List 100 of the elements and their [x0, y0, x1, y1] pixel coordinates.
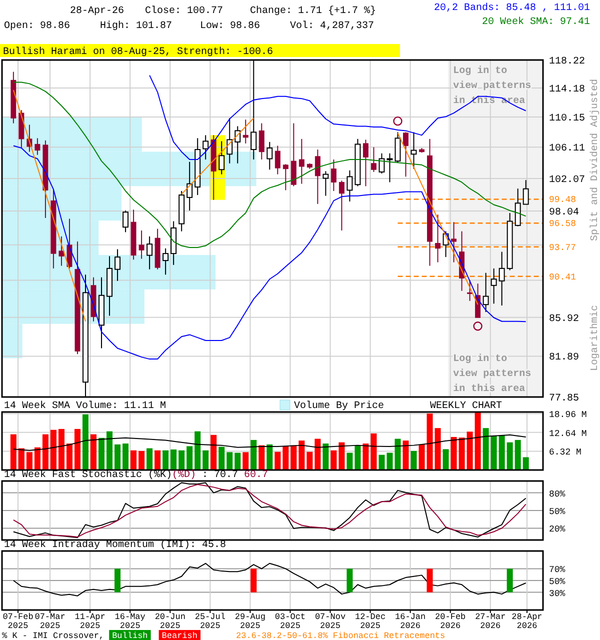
y-tick-label: 30%	[549, 588, 566, 599]
bar	[170, 449, 177, 470]
text: 23.6-38.2-50-61.8% Fibonacci Retracements	[236, 631, 446, 640]
text: Bearish	[162, 631, 198, 640]
series-label: (%K)	[148, 469, 172, 481]
candlestick	[386, 152, 393, 183]
bar	[338, 442, 345, 470]
y-tick-label: 18.96 M	[549, 410, 587, 420]
x-tick-label: 16-May 2025	[114, 612, 146, 631]
bar	[410, 450, 417, 470]
candlestick	[138, 230, 144, 260]
text: Change: 1.71 {+1.7 %}	[250, 5, 376, 17]
candlestick	[362, 139, 368, 187]
bar	[250, 440, 257, 470]
bar	[10, 434, 16, 470]
candlestick	[298, 138, 304, 184]
bar	[466, 432, 473, 470]
bar	[114, 444, 121, 470]
bar	[450, 436, 457, 470]
chart-title: 14 Week Intraday Momentum (IMI): 45.8	[4, 539, 226, 551]
candlestick	[482, 272, 489, 313]
bar	[322, 444, 329, 470]
candlestick	[467, 280, 473, 302]
bar	[138, 450, 145, 470]
bar	[218, 446, 225, 470]
y-tick-label: 102.07	[549, 174, 586, 186]
candlestick	[66, 218, 72, 269]
chart-title: 14 Week Fast Stochastic	[4, 469, 142, 481]
bar	[346, 452, 353, 470]
bar	[178, 450, 185, 470]
x-tick-label: 16-Jan 2026	[395, 612, 426, 631]
bar	[482, 428, 489, 470]
ref-line-label: 90.41	[549, 272, 576, 282]
x-tick-label: 28-Apr 2026	[512, 612, 542, 631]
x-tick-label: 11-Apr 2025	[74, 612, 106, 631]
candlestick	[314, 149, 320, 204]
bar	[522, 457, 529, 470]
bar	[186, 446, 193, 470]
candlestick	[122, 210, 129, 233]
x-tick-label: 20-Feb 2026	[435, 612, 466, 631]
text: 20 Week SMA: 97.41	[482, 16, 590, 28]
candlestick	[218, 140, 225, 175]
bar	[210, 434, 217, 470]
candlestick	[522, 180, 529, 205]
chart-title: 14 Week SMA Volume: 11.11 M	[4, 400, 166, 412]
text: Vol: 4,287,337	[290, 20, 374, 32]
ref-line-label: 93.77	[549, 242, 576, 253]
bar	[154, 450, 161, 470]
bar	[474, 412, 481, 470]
bar	[306, 452, 313, 470]
y-tick-label: 110.15	[549, 114, 586, 125]
candlestick	[274, 145, 280, 175]
y-tick-label: 77.85	[549, 394, 580, 404]
text: 28-Apr-26	[70, 6, 124, 17]
bar	[82, 414, 88, 470]
bar	[26, 452, 32, 470]
bar	[378, 454, 385, 470]
bar	[98, 438, 105, 470]
candlestick	[322, 170, 329, 196]
bar	[162, 450, 169, 470]
y-tick-label: 98.04	[549, 207, 580, 218]
x-tick-label: 03-Oct 2025	[274, 612, 306, 631]
y-tick-label: 20%	[549, 524, 566, 535]
candlestick	[435, 214, 441, 263]
candlestick	[338, 180, 344, 231]
bar	[266, 444, 273, 470]
candlestick	[162, 248, 169, 276]
text: Low: 98.86	[200, 21, 260, 32]
bar	[58, 428, 64, 470]
annotation: 60.7	[244, 470, 268, 481]
bar	[50, 430, 56, 470]
x-tick-label: 12-Dec 2025	[354, 612, 386, 631]
bar	[394, 438, 401, 470]
y-tick-label: 85.92	[549, 314, 580, 325]
text: Logarithmic	[589, 304, 600, 372]
y-tick-label: 50%	[549, 507, 566, 517]
x-tick-label: 25-Jul 2025	[194, 612, 226, 631]
ref-line-label: 99.48	[549, 195, 576, 206]
candlestick	[234, 126, 241, 164]
candlestick	[378, 152, 385, 174]
bar	[282, 446, 289, 470]
bar	[298, 440, 305, 470]
bar	[74, 428, 80, 470]
bar	[130, 450, 137, 470]
bar	[146, 448, 153, 470]
bar	[330, 450, 337, 470]
candlestick	[451, 222, 457, 263]
bar	[18, 448, 24, 470]
bar	[506, 442, 513, 470]
candlestick	[514, 188, 521, 227]
series-label: (%D)	[172, 469, 196, 481]
text: 20,2 Bands: 85.48 , 111.01	[434, 2, 590, 14]
text: Split and Dividend Adjusted	[589, 78, 600, 242]
annotation: WEEKLY CHART	[430, 401, 502, 412]
bar	[370, 433, 377, 470]
bar	[234, 452, 241, 470]
bar	[34, 447, 40, 470]
text: Volume By Price	[294, 400, 384, 412]
candlestick	[290, 122, 296, 187]
bar	[402, 440, 409, 470]
